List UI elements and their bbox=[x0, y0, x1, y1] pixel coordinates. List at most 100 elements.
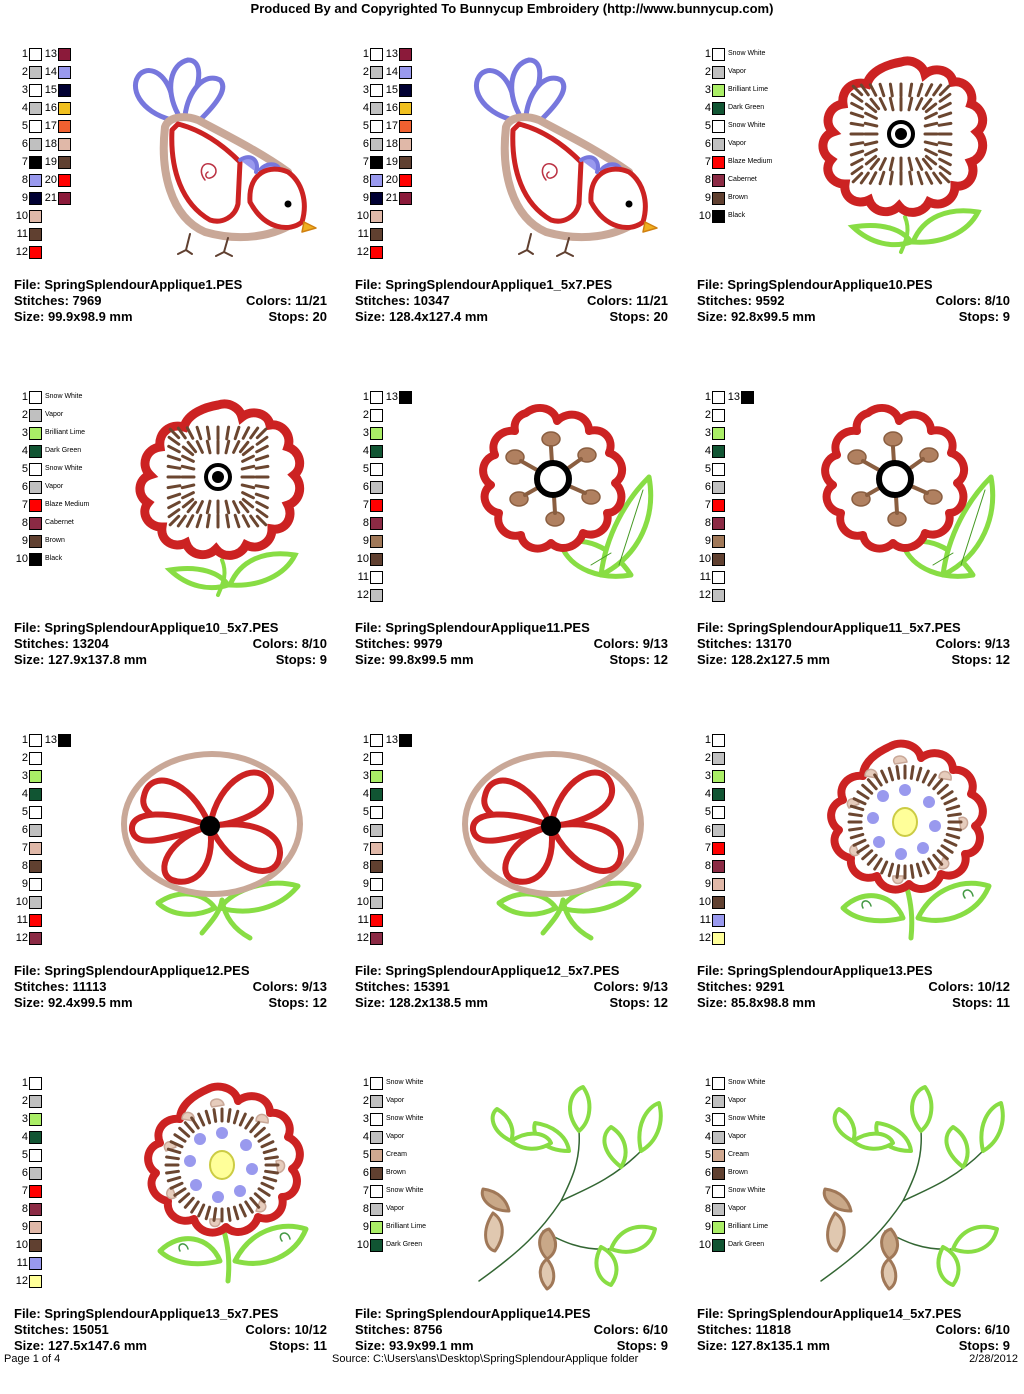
swatch-color-box bbox=[29, 246, 42, 259]
swatch-number: 13 bbox=[385, 391, 398, 403]
swatch-number: 9 bbox=[362, 878, 369, 890]
swatch-number: 6 bbox=[21, 138, 28, 150]
swatch-number: 10 bbox=[15, 896, 28, 908]
swatch-name: Vapor bbox=[386, 1133, 405, 1140]
stops-value: 9 bbox=[660, 1338, 668, 1353]
swatch-color-box bbox=[370, 246, 383, 259]
swatch-number: 12 bbox=[698, 589, 711, 601]
swatch-color-box bbox=[370, 535, 383, 548]
swatch-number: 2 bbox=[21, 752, 28, 764]
swatch-name: Dark Green bbox=[728, 104, 765, 111]
design-info: File: SpringSplendourApplique11.PES Stit… bbox=[355, 620, 668, 668]
design-info: File: SpringSplendourApplique11_5x7.PES … bbox=[697, 620, 1010, 668]
colors-label: Colors: bbox=[928, 979, 974, 994]
size-row: Size: 99.8x99.5 mm Stops: 12 bbox=[355, 652, 668, 668]
swatch-number: 5 bbox=[704, 806, 711, 818]
embroidery-design-dotflower bbox=[827, 739, 992, 941]
swatch-color-box bbox=[712, 860, 725, 873]
size-value: 128.2x138.5 mm bbox=[388, 995, 488, 1010]
colors-cell: Colors: 8/10 bbox=[936, 293, 1010, 309]
swatch-color-box bbox=[29, 1275, 42, 1288]
swatch-number: 9 bbox=[21, 1221, 28, 1233]
swatch-color-box bbox=[741, 391, 754, 404]
swatch-color-box bbox=[712, 174, 725, 187]
swatch-color-box bbox=[712, 210, 725, 223]
swatch-number: 1 bbox=[362, 391, 369, 403]
swatch-color-box bbox=[712, 1131, 725, 1144]
swatch-number: 7 bbox=[362, 842, 369, 854]
swatch-number: 9 bbox=[21, 878, 28, 890]
swatch-number: 5 bbox=[704, 463, 711, 475]
size-row: Size: 127.8x135.1 mm Stops: 9 bbox=[697, 1338, 1010, 1354]
swatch-number: 5 bbox=[21, 120, 28, 132]
swatch-color-box bbox=[712, 1113, 725, 1126]
size-label: Size: bbox=[697, 652, 728, 667]
stitches-label: Stitches: bbox=[14, 1322, 69, 1337]
stitches-value: 8756 bbox=[413, 1322, 443, 1337]
swatch-number: 1 bbox=[21, 734, 28, 746]
swatch-name: Snow White bbox=[728, 1079, 766, 1086]
swatch-color-box bbox=[370, 932, 383, 945]
swatch-color-box bbox=[370, 445, 383, 458]
design-preview-image bbox=[793, 738, 1008, 953]
size-value: 92.4x99.5 mm bbox=[47, 995, 133, 1010]
swatch-color-box bbox=[712, 1167, 725, 1180]
stitches-value: 9592 bbox=[755, 293, 785, 308]
file-label: File: bbox=[14, 620, 41, 635]
stitches-row: Stitches: 13204 Colors: 8/10 bbox=[14, 636, 327, 652]
colors-label: Colors: bbox=[935, 636, 982, 651]
swatch-color-box bbox=[370, 409, 383, 422]
swatch-color-box bbox=[712, 896, 725, 909]
design-card: 1 Snow White 2 Vapor 3 Brilliant Lime 4 Dark Gr… bbox=[683, 22, 1024, 365]
design-info: File: SpringSplendourApplique12_5x7.PES … bbox=[355, 963, 668, 1011]
swatch-number: 6 bbox=[704, 1167, 711, 1179]
swatch-number: 21 bbox=[44, 192, 57, 204]
file-name: SpringSplendourApplique10.PES bbox=[727, 277, 933, 292]
swatch-number: 14 bbox=[44, 66, 57, 78]
colors-value: 9/13 bbox=[984, 636, 1010, 651]
swatch-color-box bbox=[370, 1095, 383, 1108]
swatch-color-box bbox=[712, 806, 725, 819]
design-preview-image bbox=[110, 52, 325, 267]
swatch-number: 3 bbox=[704, 1113, 711, 1125]
swatch-number: 1 bbox=[362, 48, 369, 60]
swatch-color-box bbox=[58, 102, 71, 115]
swatch-color-box bbox=[29, 878, 42, 891]
swatch-number: 2 bbox=[362, 409, 369, 421]
swatch-name: Vapor bbox=[728, 1097, 747, 1104]
stops-label: Stops: bbox=[952, 995, 993, 1010]
swatch-number: 11 bbox=[699, 914, 711, 926]
swatch-color-box bbox=[370, 752, 383, 765]
stops-cell: Stops: 12 bbox=[609, 995, 668, 1011]
size-label: Size: bbox=[14, 652, 45, 667]
swatch-color-box bbox=[370, 1221, 383, 1234]
swatch-color-box bbox=[712, 192, 725, 205]
swatch-number: 4 bbox=[21, 102, 28, 114]
stops-cell: Stops: 12 bbox=[609, 652, 668, 668]
swatch-color-box bbox=[29, 445, 42, 458]
embroidery-design-bird bbox=[474, 57, 658, 257]
swatch-color-box bbox=[58, 734, 71, 747]
swatch-color-box bbox=[29, 1113, 42, 1126]
swatch-color-box bbox=[58, 156, 71, 169]
swatch-name: Snow White bbox=[728, 50, 766, 57]
swatch-color-box bbox=[29, 1239, 42, 1252]
swatch-number: 5 bbox=[21, 463, 28, 475]
colors-cell: Colors: 9/13 bbox=[253, 979, 327, 995]
swatch-color-box bbox=[370, 120, 383, 133]
swatch-number: 2 bbox=[21, 66, 28, 78]
stitches-row: Stitches: 11113 Colors: 9/13 bbox=[14, 979, 327, 995]
swatch-color-box bbox=[29, 770, 42, 783]
swatch-color-box bbox=[399, 156, 412, 169]
swatch-name: Brown bbox=[45, 537, 65, 544]
swatch-number: 13 bbox=[385, 48, 398, 60]
stitches-label: Stitches: bbox=[697, 636, 752, 651]
swatch-name: Snow White bbox=[386, 1115, 424, 1122]
swatch-color-box bbox=[370, 48, 383, 61]
stops-value: 12 bbox=[653, 652, 668, 667]
swatch-number: 11 bbox=[357, 228, 369, 240]
stitches-row: Stitches: 7969 Colors: 11/21 bbox=[14, 293, 327, 309]
swatch-number: 6 bbox=[21, 824, 28, 836]
swatch-color-box bbox=[370, 1131, 383, 1144]
file-name: SpringSplendourApplique12.PES bbox=[44, 963, 250, 978]
